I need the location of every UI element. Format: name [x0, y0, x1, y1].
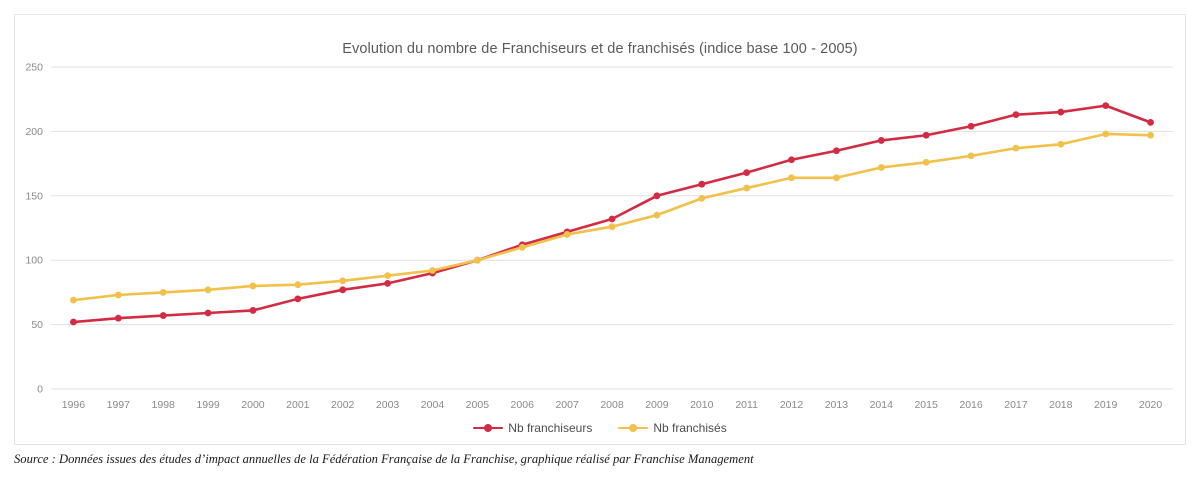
x-axis-tick-label: 2019 [1094, 399, 1118, 411]
data-point[interactable] [384, 272, 391, 280]
data-point[interactable] [967, 122, 975, 130]
source-note: Source : Données issues des études d’imp… [14, 452, 754, 466]
data-point[interactable] [563, 231, 571, 238]
data-point[interactable] [833, 147, 840, 155]
y-axis-tick-label: 200 [25, 126, 43, 138]
data-point[interactable] [159, 289, 167, 296]
x-axis-tick-label: 2004 [421, 399, 445, 411]
data-point[interactable] [1057, 140, 1065, 148]
legend-item-franchiseurs[interactable]: Nb franchiseurs [473, 421, 592, 435]
x-axis-tick-label: 2016 [959, 399, 983, 411]
data-point[interactable] [473, 256, 481, 264]
chart-title: Evolution du nombre de Franchiseurs et d… [342, 41, 858, 57]
data-point[interactable] [922, 158, 930, 166]
data-point[interactable] [788, 156, 795, 164]
legend-swatch-franchises [618, 423, 649, 433]
x-axis-tick-label: 2006 [511, 399, 535, 411]
legend-marker-franchises [629, 424, 638, 432]
data-point[interactable] [1012, 111, 1020, 119]
x-axis-tick-label: 2010 [690, 399, 714, 411]
data-point[interactable] [698, 194, 706, 202]
data-point[interactable] [922, 131, 930, 139]
legend-item-franchises[interactable]: Nb franchisés [618, 421, 727, 435]
data-point[interactable] [608, 223, 616, 231]
data-point[interactable] [788, 174, 795, 182]
line-chart-svg: 0 50 100 150 200 250 1996 1997 1998 1999 2000 2001… [25, 62, 1173, 411]
data-point[interactable] [1147, 131, 1154, 139]
data-point[interactable] [877, 164, 885, 171]
data-point[interactable] [518, 243, 526, 251]
legend-swatch-franchiseurs [473, 423, 504, 433]
x-axis-tick-label: 2003 [376, 399, 400, 411]
x-axis-tick-label: 2008 [600, 399, 624, 411]
data-point[interactable] [653, 192, 661, 200]
y-axis-tick-labels: 0 50 100 150 200 250 [25, 62, 43, 396]
x-axis-tick-label: 2015 [914, 399, 938, 411]
data-point[interactable] [429, 267, 436, 274]
x-axis-tick-label: 2002 [331, 399, 355, 411]
data-series-layer [70, 102, 1154, 326]
data-point[interactable] [384, 279, 391, 287]
plot-area: 0 50 100 150 200 250 1996 1997 1998 1999 2000 2001… [15, 15, 1187, 446]
x-axis-tick-label: 2014 [870, 399, 894, 411]
data-point[interactable] [204, 286, 212, 294]
data-point[interactable] [70, 296, 77, 304]
gridlines [51, 66, 1173, 390]
y-axis-tick-label: 250 [25, 62, 43, 74]
data-point[interactable] [698, 180, 706, 188]
y-axis-tick-label: 150 [25, 190, 43, 202]
data-point[interactable] [1102, 130, 1110, 138]
x-axis-tick-label: 1996 [62, 399, 86, 411]
data-point[interactable] [70, 318, 77, 326]
data-point[interactable] [114, 291, 122, 299]
data-point[interactable] [114, 314, 122, 322]
data-point[interactable] [608, 215, 616, 223]
data-point[interactable] [204, 309, 212, 317]
legend-label-franchiseurs: Nb franchiseurs [508, 421, 593, 435]
data-point[interactable] [294, 281, 302, 289]
data-point[interactable] [743, 184, 751, 192]
chart-panel: Evolution du nombre de Franchiseurs et d… [14, 14, 1186, 445]
x-axis-tick-label: 2020 [1139, 399, 1163, 411]
data-point[interactable] [653, 211, 661, 219]
y-axis-tick-label: 50 [31, 319, 43, 331]
data-point[interactable] [339, 277, 347, 285]
x-axis-tick-label: 2011 [735, 399, 758, 411]
x-axis-tick-label: 2012 [780, 399, 804, 411]
x-axis-tick-label: 2018 [1049, 399, 1073, 411]
x-axis-tick-labels: 1996 1997 1998 1999 2000 2001 2002 2003 2004 2005… [62, 399, 1163, 411]
x-axis-tick-label: 2009 [645, 399, 669, 411]
data-point[interactable] [877, 137, 885, 144]
y-axis-tick-label: 0 [37, 384, 43, 396]
data-point[interactable] [249, 282, 257, 290]
data-point[interactable] [249, 307, 257, 314]
data-point[interactable] [743, 169, 751, 177]
data-point[interactable] [1102, 102, 1110, 110]
x-axis-tick-label: 2005 [466, 399, 490, 411]
x-axis-tick-label: 1997 [107, 399, 131, 411]
legend-label-franchises: Nb franchisés [653, 421, 727, 435]
y-axis-tick-label: 100 [25, 255, 43, 267]
x-axis-tick-label: 2017 [1004, 399, 1028, 411]
x-axis-tick-label: 2001 [286, 399, 310, 411]
data-point[interactable] [833, 174, 840, 182]
x-axis-tick-label: 2013 [825, 399, 849, 411]
data-point[interactable] [339, 286, 347, 294]
x-axis-tick-label: 2000 [241, 399, 265, 411]
data-point[interactable] [159, 312, 167, 319]
x-axis-tick-label: 1998 [152, 399, 176, 411]
data-point[interactable] [1057, 108, 1065, 116]
chart-legend: Nb franchiseurs Nb franchisés [15, 421, 1185, 435]
series-line-franchiseurs [72, 104, 1152, 324]
data-point[interactable] [1012, 144, 1020, 152]
data-point[interactable] [1147, 118, 1154, 126]
x-axis-tick-label: 2007 [555, 399, 579, 411]
legend-marker-franchiseurs [484, 424, 493, 432]
x-axis-tick-label: 1999 [196, 399, 220, 411]
data-point[interactable] [294, 295, 302, 303]
data-point[interactable] [967, 152, 975, 160]
